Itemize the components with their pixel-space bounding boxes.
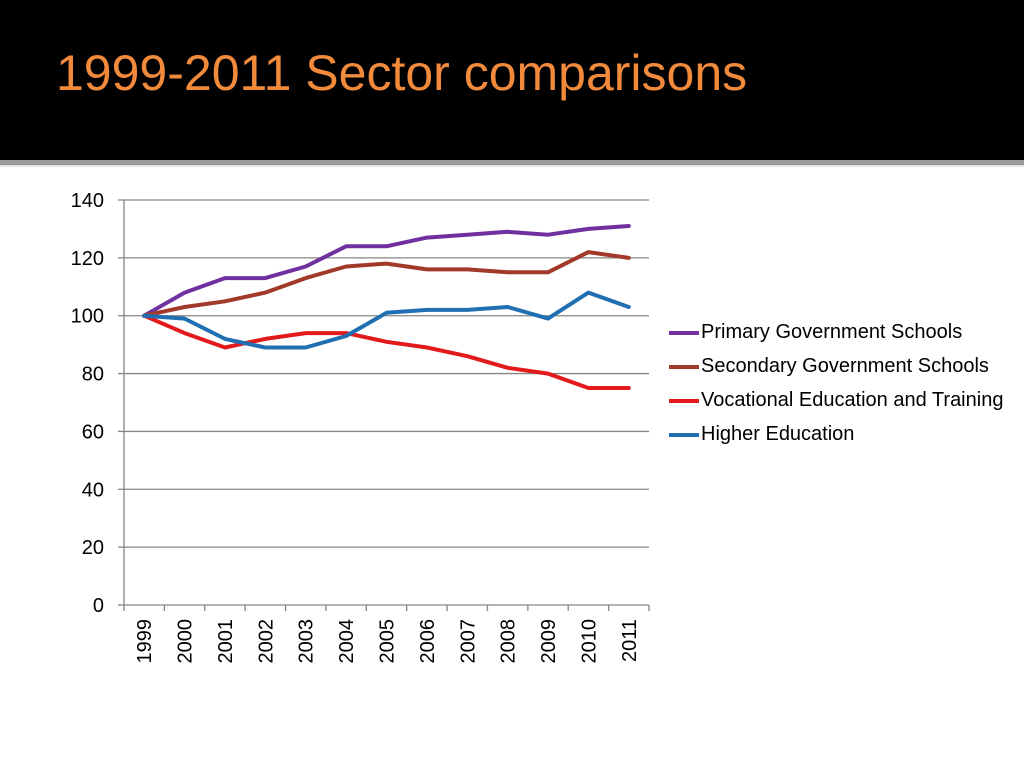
y-tick-label: 120 xyxy=(71,248,104,270)
x-tick-label: 2001 xyxy=(215,619,237,664)
legend-label: Higher Education xyxy=(701,423,855,445)
x-tick-label: 2004 xyxy=(336,619,358,664)
y-tick-label: 140 xyxy=(71,190,104,212)
y-tick-label: 80 xyxy=(82,364,104,386)
x-tick-label: 2006 xyxy=(417,619,439,664)
legend-item: Vocational Education and Training xyxy=(668,387,1018,413)
x-tick-label: 2005 xyxy=(377,619,399,664)
chart-legend: Primary Government Schools Secondary Gove… xyxy=(668,319,1018,455)
x-tick-label: 2011 xyxy=(619,619,641,662)
title-divider xyxy=(0,160,1024,165)
legend-swatch xyxy=(669,331,699,335)
x-tick-label: 2008 xyxy=(498,619,520,664)
legend-swatch xyxy=(669,433,699,437)
x-tick-label: 2003 xyxy=(296,619,318,664)
title-divider-shadow xyxy=(0,165,1024,168)
legend-label: Primary Government Schools xyxy=(701,321,963,343)
y-tick-label: 0 xyxy=(93,595,104,617)
y-tick-label: 100 xyxy=(71,306,104,328)
series-line-primary-government-schools xyxy=(142,224,631,318)
x-tick-label: 2009 xyxy=(538,619,560,664)
x-tick-label: 2010 xyxy=(578,619,600,664)
y-tick-label: 60 xyxy=(82,421,104,443)
legend-label: Secondary Government Schools xyxy=(701,355,989,377)
y-tick-label: 20 xyxy=(82,537,104,559)
legend-swatch xyxy=(669,399,699,403)
x-tick-label: 2007 xyxy=(457,619,479,664)
legend-item: Secondary Government Schools xyxy=(668,353,1018,379)
legend-item: Primary Government Schools xyxy=(668,319,1018,345)
slide-title: 1999-2011 Sector comparisons xyxy=(56,45,748,101)
series-line-vocational-education-and-training xyxy=(142,313,631,390)
series-line-higher-education xyxy=(142,290,631,350)
legend-swatch xyxy=(669,365,699,369)
x-tick-label: 2002 xyxy=(255,619,277,664)
x-tick-label: 1999 xyxy=(134,619,156,664)
title-bar: 1999-2011 Sector comparisons xyxy=(0,0,1024,160)
legend-label: Vocational Education and Training xyxy=(701,389,1004,411)
x-tick-label: 2000 xyxy=(175,619,197,664)
y-tick-label: 40 xyxy=(82,479,104,501)
legend-item: Higher Education xyxy=(668,421,1018,447)
series-line-secondary-government-schools xyxy=(142,250,631,318)
